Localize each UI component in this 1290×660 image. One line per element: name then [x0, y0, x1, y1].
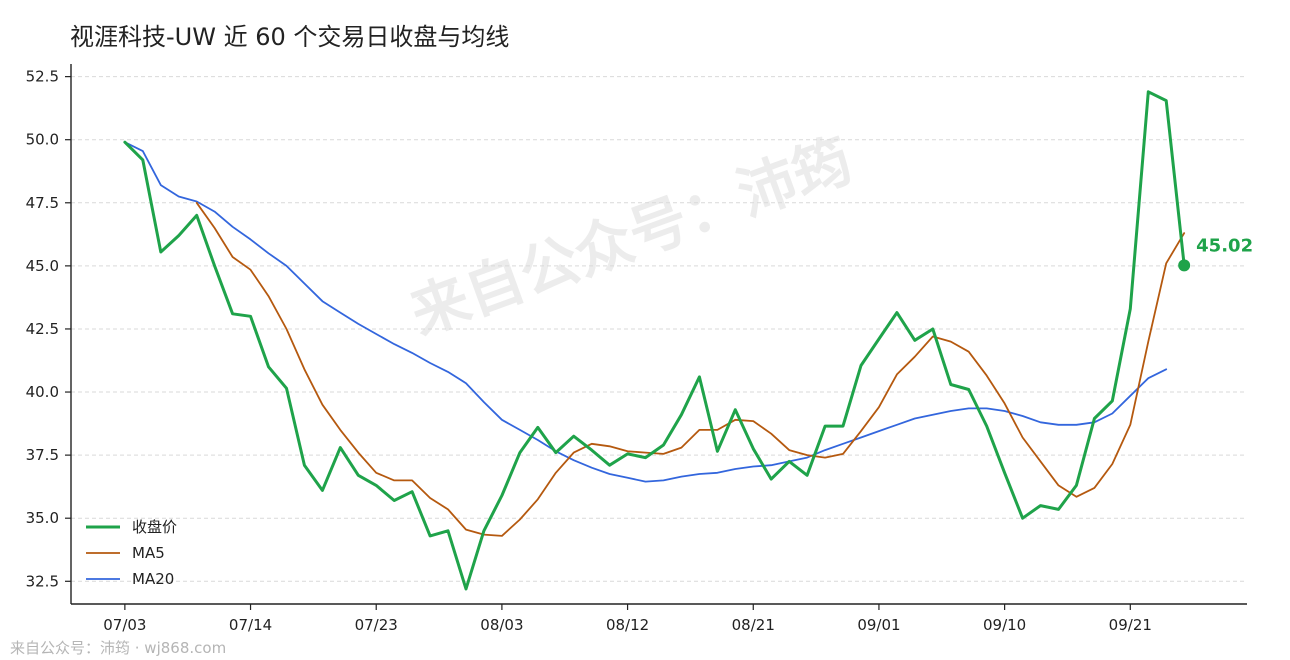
x-tick-label: 07/14 [229, 616, 272, 634]
legend: 收盘价 MA5 MA20 [86, 518, 177, 588]
y-tick-label: 52.5 [26, 68, 59, 86]
y-tick-label: 45.0 [26, 257, 59, 275]
x-axis: 07/03 07/14 07/23 08/03 08/12 08/21 09/01 09/10… [103, 604, 1152, 634]
x-tick-label: 09/21 [1109, 616, 1152, 634]
end-marker: 45.02 [1178, 235, 1253, 272]
y-tick-label: 35.0 [26, 509, 59, 527]
x-tick-label: 08/21 [732, 616, 775, 634]
last-close-point [1178, 259, 1191, 272]
watermark: 来自公众号：沛筠 [402, 126, 861, 349]
legend-label: 收盘价 [132, 518, 177, 536]
x-tick-label: 08/12 [606, 616, 649, 634]
y-tick-label: 40.0 [26, 383, 59, 401]
chart-title: 视涯科技-UW 近 60 个交易日收盘与均线 [70, 23, 509, 51]
y-tick-label: 50.0 [26, 131, 59, 149]
legend-label: MA20 [132, 570, 174, 588]
x-tick-label: 07/03 [103, 616, 146, 634]
y-tick-label: 42.5 [26, 320, 59, 338]
series-lines [123, 90, 1186, 591]
series-line-ma20 [124, 141, 1168, 483]
legend-label: MA5 [132, 544, 165, 562]
x-tick-label: 09/10 [983, 616, 1026, 634]
gridlines [71, 76, 1247, 582]
footer-watermark: 来自公众号：沛筠 · wj868.com [10, 639, 227, 657]
y-axis: 32.5 35.0 37.5 40.0 42.5 45.0 47.5 50.0 52.5 [26, 68, 71, 590]
y-tick-label: 32.5 [26, 572, 59, 590]
y-tick-label: 47.5 [26, 194, 59, 212]
x-tick-label: 07/23 [355, 616, 398, 634]
last-close-label: 45.02 [1196, 235, 1253, 256]
series-line-ma5 [195, 201, 1186, 537]
x-tick-label: 08/03 [480, 616, 523, 634]
series-line-close [123, 90, 1186, 591]
y-tick-label: 37.5 [26, 446, 59, 464]
axes [70, 64, 1247, 605]
x-tick-label: 09/01 [857, 616, 900, 634]
